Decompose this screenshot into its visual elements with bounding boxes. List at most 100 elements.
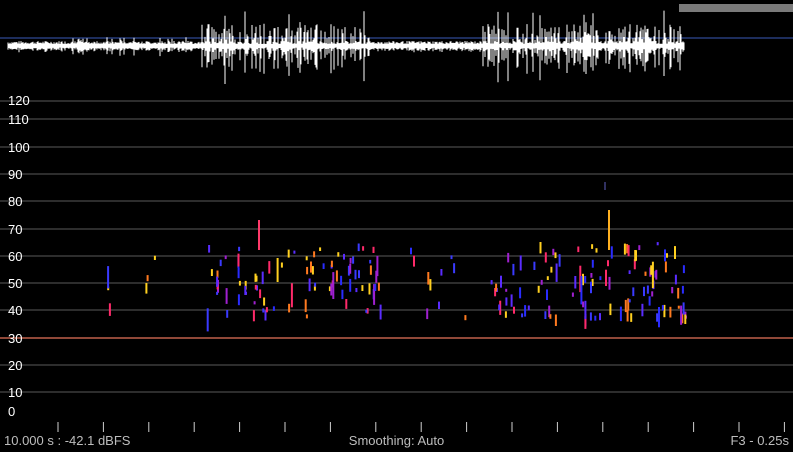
pitch-mark	[574, 276, 577, 289]
pitch-mark	[655, 269, 658, 280]
pitch-mark	[627, 245, 630, 257]
pitch-mark	[216, 276, 219, 287]
pitch-mark	[594, 315, 597, 321]
pitch-mark	[623, 243, 626, 255]
pitch-mark	[626, 244, 629, 254]
pitch-mark	[650, 265, 653, 275]
pitch-mark	[521, 313, 524, 318]
pitch-mark	[238, 246, 241, 252]
pitch-mark	[310, 261, 312, 273]
status-bar: 10.000 s : -42.1 dBFS Smoothing: Auto F3…	[0, 430, 793, 452]
pitch-spectrogram[interactable]	[0, 92, 793, 422]
pitch-mark	[590, 281, 592, 294]
pitch-mark	[540, 279, 543, 285]
pitch-mark	[347, 265, 350, 276]
pitch-mark	[438, 301, 440, 309]
pitch-mark	[681, 313, 684, 324]
time-ruler[interactable]	[0, 420, 793, 434]
y-axis-label-10: 10	[8, 385, 23, 400]
pitch-mark	[505, 288, 508, 292]
pitch-mark	[265, 307, 268, 313]
pitch-mark	[677, 305, 680, 309]
waveform-display[interactable]	[0, 0, 793, 92]
pitch-mark	[208, 245, 211, 253]
pitch-mark	[643, 286, 645, 297]
pitch-mark	[264, 310, 267, 321]
pitch-mark	[293, 250, 296, 254]
pitch-mark	[682, 302, 685, 315]
pitch-mark	[345, 299, 348, 309]
pitch-mark	[510, 294, 513, 307]
pitch-mark	[304, 299, 307, 313]
pitch-mark	[584, 276, 587, 283]
pitch-mark	[262, 308, 265, 313]
pitch-mark	[519, 255, 522, 271]
pitch-mark	[453, 263, 456, 274]
pitch-mark	[341, 289, 344, 300]
pitch-mark	[311, 266, 314, 275]
pitch-mark	[216, 291, 219, 295]
pitch-mark	[627, 298, 630, 311]
pitch-mark	[224, 255, 227, 260]
pitch-mark	[674, 246, 676, 259]
pitch-mark	[607, 260, 609, 267]
pitch-mark	[413, 255, 415, 267]
pitch-mark	[349, 257, 352, 264]
pitch-mark	[440, 269, 443, 276]
pitch-mark	[373, 284, 376, 305]
pitch-mark	[490, 280, 493, 285]
pitch-mark	[349, 263, 352, 274]
pitch-mark	[537, 285, 540, 293]
pitch-mark	[244, 280, 247, 290]
pitch-mark	[590, 273, 593, 278]
pitch-mark	[539, 242, 542, 254]
frame-setting[interactable]: F3 - 0.25s	[730, 433, 789, 448]
pitch-mark	[584, 300, 587, 320]
pitch-mark	[681, 285, 684, 294]
pitch-mark	[330, 283, 333, 296]
pitch-mark	[238, 280, 241, 286]
y-axis-label-100: 100	[8, 140, 30, 155]
pitch-mark	[272, 306, 275, 311]
pitch-mark	[632, 287, 635, 297]
pitch-mark	[332, 272, 335, 299]
pitch-mark	[210, 269, 213, 276]
pitch-mark	[365, 309, 368, 313]
pitch-mark	[666, 253, 668, 258]
smoothing-setting[interactable]: Smoothing: Auto	[348, 433, 445, 448]
pitch-mark	[544, 311, 547, 319]
pitch-mark	[237, 253, 240, 267]
pitch-mark	[608, 276, 611, 290]
pitch-mark	[354, 269, 357, 280]
pitch-mark	[656, 313, 659, 322]
y-axis-label-20: 20	[8, 358, 23, 373]
pitch-mark	[376, 255, 379, 277]
pitch-mark	[107, 266, 110, 289]
y-axis-label-70: 70	[8, 222, 23, 237]
pitch-mark	[513, 306, 515, 314]
pitch-mark	[599, 276, 602, 281]
pitch-mark	[313, 285, 316, 291]
pitch-mark	[319, 247, 322, 251]
pitch-mark	[358, 270, 360, 279]
pitch-mark	[595, 248, 598, 253]
pitch-mark	[504, 311, 507, 318]
pitch-mark	[591, 244, 594, 249]
pitch-mark	[571, 292, 574, 297]
pitch-mark	[651, 291, 654, 297]
pitch-mark	[322, 263, 325, 269]
pitch-mark	[335, 270, 338, 282]
pitch-mark	[410, 247, 412, 255]
pitch-mark	[544, 252, 547, 263]
pitch-mark	[245, 291, 247, 295]
pitch-mark	[628, 270, 631, 274]
pitch-mark	[349, 278, 352, 292]
pitch-mark	[263, 297, 266, 306]
pitch-mark	[605, 269, 607, 286]
pitch-mark	[226, 310, 229, 318]
pitch-mark	[305, 256, 308, 261]
pitch-mark	[638, 245, 641, 250]
pitch-mark	[366, 308, 369, 314]
pitch-mark	[268, 261, 271, 274]
scroll-position-indicator[interactable]	[679, 4, 793, 12]
